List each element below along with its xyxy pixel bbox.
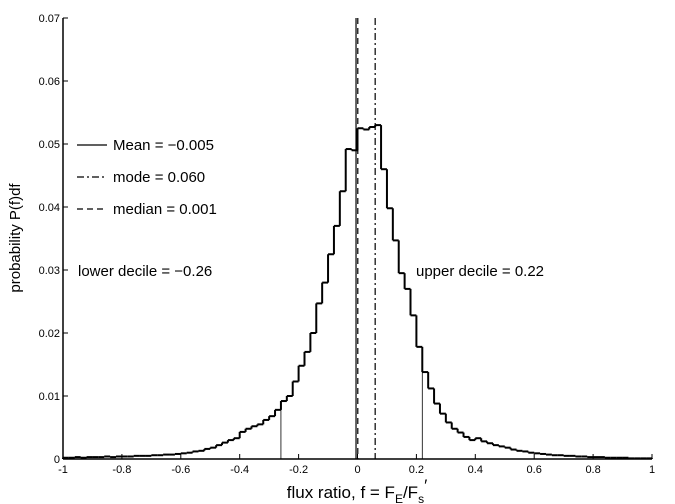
y-tick-label: 0.04 xyxy=(39,202,60,214)
x-tick-label: 0 xyxy=(354,464,360,476)
x-label-sub: s xyxy=(418,492,424,504)
y-tick-label: 0.02 xyxy=(39,328,60,340)
decile-label: lower decile = −0.26 xyxy=(78,263,212,280)
x-tick-label: 1 xyxy=(649,464,655,476)
x-tick-label: 0.8 xyxy=(585,464,600,476)
x-label-prime: ′ xyxy=(424,476,427,495)
x-tick-label: 0.4 xyxy=(468,464,483,476)
y-tick-label: 0.06 xyxy=(39,76,60,88)
x-tick-label: -0.4 xyxy=(230,464,249,476)
y-tick-label: 0.07 xyxy=(39,13,60,25)
x-label-text: /F xyxy=(403,483,418,502)
y-tick-label: 0.05 xyxy=(39,139,60,151)
y-tick-label: 0.01 xyxy=(39,391,60,403)
x-tick-label: 0.6 xyxy=(527,464,542,476)
x-tick-label: -0.8 xyxy=(112,464,131,476)
y-tick-label: 0 xyxy=(54,454,60,466)
y-axis-label: probability P(f)df xyxy=(7,183,24,293)
x-tick-label: 0.2 xyxy=(409,464,424,476)
y-tick-label: 0.03 xyxy=(39,265,60,277)
decile-label: upper decile = 0.22 xyxy=(416,263,544,280)
x-label-sub: E xyxy=(395,492,403,504)
x-tick-label: -1 xyxy=(58,464,68,476)
x-axis-label: flux ratio, f = FE/Fs′ xyxy=(287,476,428,504)
x-tick-label: -0.2 xyxy=(289,464,308,476)
x-tick-label: -0.6 xyxy=(171,464,190,476)
legend-label: mode = 0.060 xyxy=(113,169,205,186)
legend-label: Mean = −0.005 xyxy=(113,137,214,154)
legend-label: median = 0.001 xyxy=(113,201,217,218)
x-label-text: flux ratio, f = F xyxy=(287,483,395,502)
